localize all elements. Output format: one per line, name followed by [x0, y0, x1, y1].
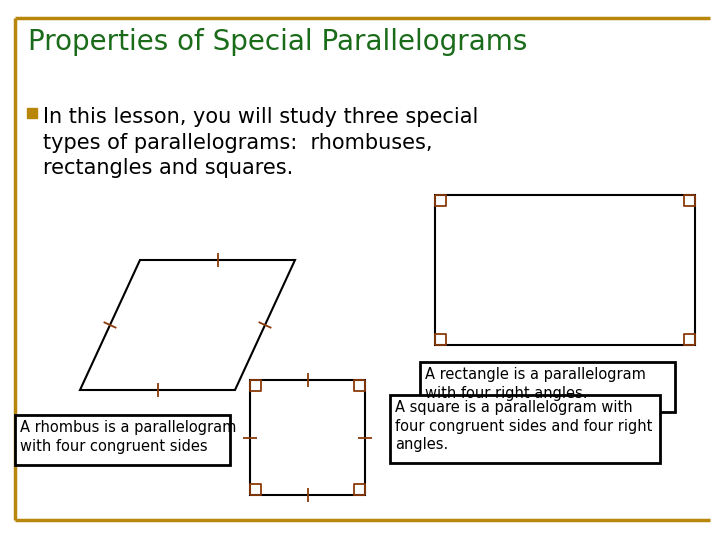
Bar: [435, 195, 695, 345]
Bar: [390, 395, 660, 463]
Bar: [27, 108, 37, 118]
Text: Properties of Special Parallelograms: Properties of Special Parallelograms: [28, 28, 527, 56]
Bar: [15, 415, 230, 465]
Text: In this lesson, you will study three special
types of parallelograms:  rhombuses: In this lesson, you will study three spe…: [43, 107, 478, 178]
Text: A square is a parallelogram with
four congruent sides and four right
angles.: A square is a parallelogram with four co…: [395, 400, 652, 452]
Bar: [250, 380, 365, 495]
Text: A rhombus is a parallelogram
with four congruent sides: A rhombus is a parallelogram with four c…: [20, 420, 236, 454]
Text: A rectangle is a parallelogram
with four right angles.: A rectangle is a parallelogram with four…: [425, 367, 646, 401]
Bar: [420, 362, 675, 412]
